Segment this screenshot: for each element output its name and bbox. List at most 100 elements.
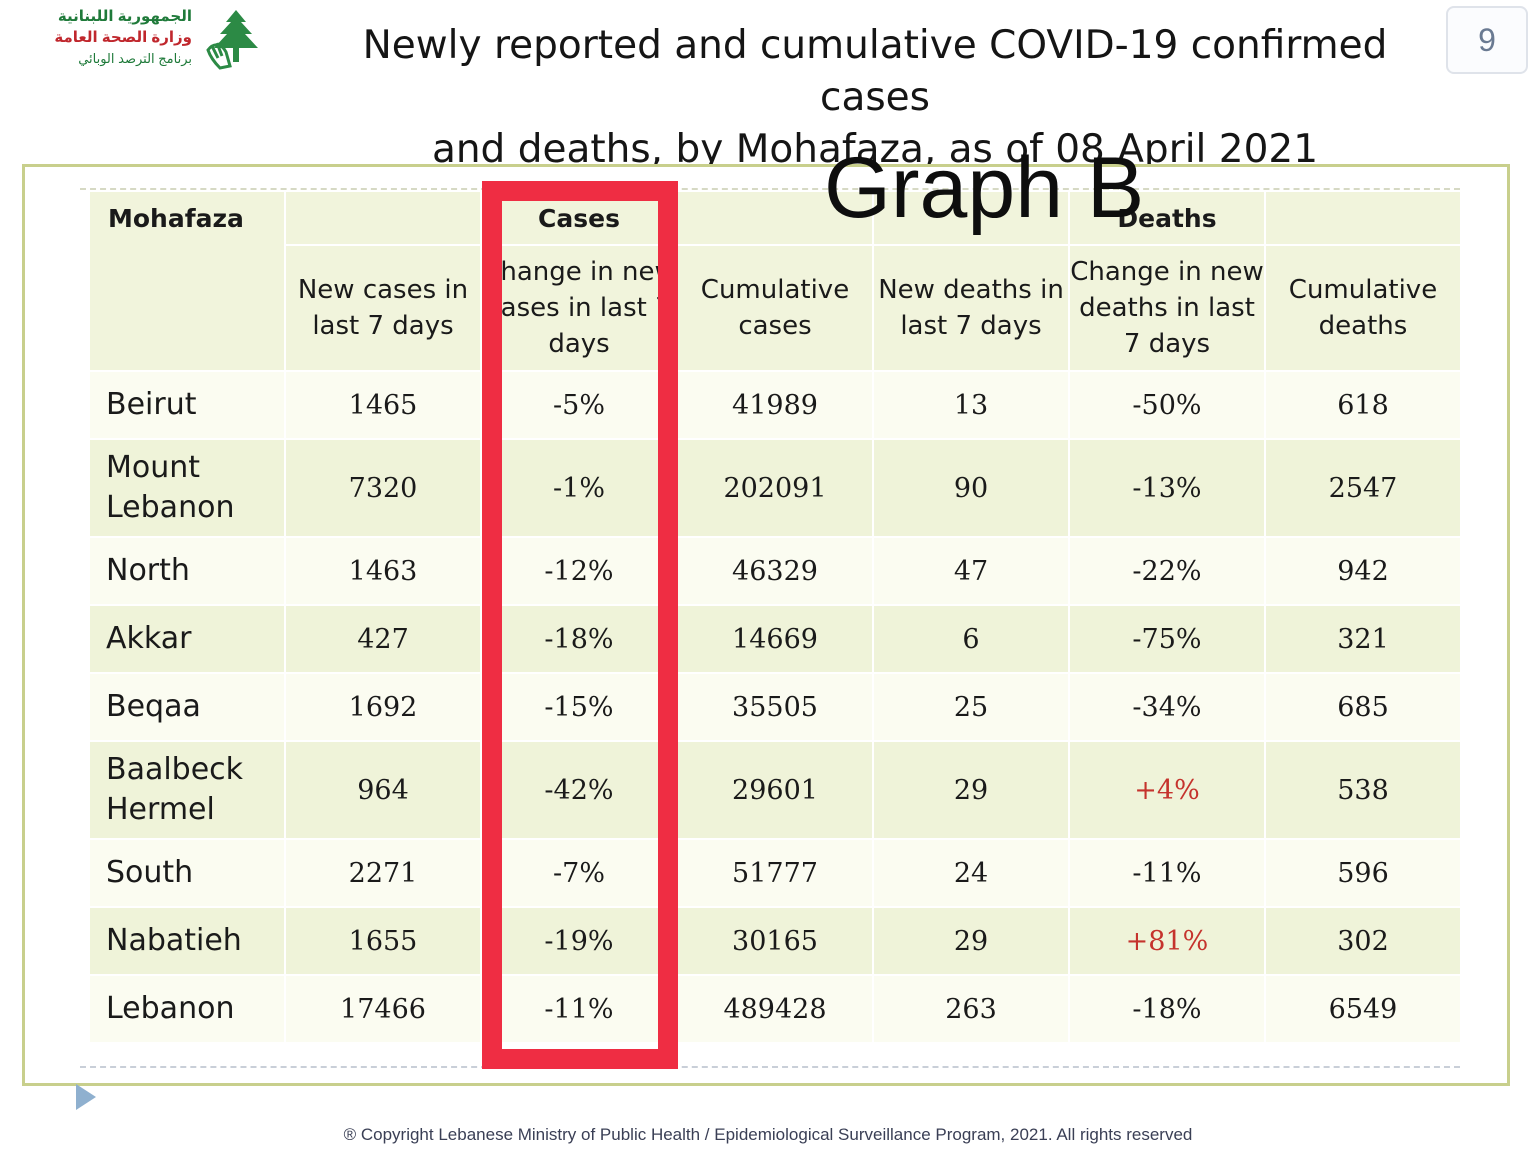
column-header: New deaths in last 7 days	[872, 244, 1070, 372]
mohafaza-name: Baalbeck Hermel	[88, 740, 286, 840]
new-cases-cell: 2271	[284, 838, 482, 908]
column-header: Cumulative cases	[676, 244, 874, 372]
header-cases-spacer	[284, 190, 482, 246]
change-cases-cell: -1%	[480, 438, 678, 538]
graph-label: Graph B	[824, 140, 1145, 236]
cumulative-cases-cell: 202091	[676, 438, 874, 538]
column-header: Change in new cases in last 7 days	[480, 244, 678, 372]
table-row: South 2271 -7% 51777 24 -11% 596	[88, 838, 1462, 908]
bottom-divider	[80, 1066, 1460, 1068]
change-deaths-cell: -13%	[1068, 438, 1266, 538]
new-deaths-cell: 24	[872, 838, 1070, 908]
mohafaza-name: Lebanon	[88, 974, 286, 1044]
new-cases-cell: 427	[284, 604, 482, 674]
cumulative-cases-cell: 30165	[676, 906, 874, 976]
play-triangle-icon[interactable]	[76, 1084, 96, 1110]
new-cases-cell: 1463	[284, 536, 482, 606]
new-deaths-cell: 13	[872, 370, 1070, 440]
change-cases-cell: -5%	[480, 370, 678, 440]
page-number-badge: 9	[1446, 6, 1528, 74]
cumulative-deaths-cell: 6549	[1264, 974, 1462, 1044]
header-deaths-spacer-2	[1264, 190, 1462, 246]
logo-text: الجمهورية اللبنانية وزارة الصحة العامة ب…	[24, 6, 192, 69]
table-row: North 1463 -12% 46329 47 -22% 942	[88, 536, 1462, 606]
copyright-footer: ® Copyright Lebanese Ministry of Public …	[343, 1125, 1193, 1144]
cumulative-cases-cell: 51777	[676, 838, 874, 908]
logo-line-ministry: وزارة الصحة العامة	[54, 29, 192, 46]
cumulative-deaths-cell: 942	[1264, 536, 1462, 606]
change-cases-cell: -19%	[480, 906, 678, 976]
column-header-row: New cases in last 7 days Change in new c…	[89, 244, 1462, 372]
change-deaths-cell: -11%	[1068, 838, 1266, 908]
change-deaths-cell: +81%	[1068, 906, 1266, 976]
header-deaths-spacer	[872, 190, 1070, 246]
column-header: Cumulative deaths	[1264, 244, 1462, 372]
change-cases-cell: -42%	[480, 740, 678, 840]
change-deaths-cell: -50%	[1068, 370, 1266, 440]
new-deaths-cell: 6	[872, 604, 1070, 674]
new-cases-cell: 1692	[284, 672, 482, 742]
new-cases-cell: 17466	[284, 974, 482, 1044]
new-deaths-cell: 25	[872, 672, 1070, 742]
table-row: Baalbeck Hermel 964 -42% 29601 29 +4% 53…	[88, 740, 1462, 840]
change-cases-cell: -11%	[480, 974, 678, 1044]
table-row: Mount Lebanon 7320 -1% 202091 90 -13% 25…	[88, 438, 1462, 538]
cumulative-cases-cell: 489428	[676, 974, 874, 1044]
mohafaza-name: North	[88, 536, 286, 606]
cumulative-cases-cell: 46329	[676, 536, 874, 606]
new-deaths-cell: 29	[872, 740, 1070, 840]
logo-line-republic: الجمهورية اللبنانية	[57, 8, 192, 25]
new-deaths-cell: 29	[872, 906, 1070, 976]
cumulative-deaths-cell: 2547	[1264, 438, 1462, 538]
cumulative-deaths-cell: 321	[1264, 604, 1462, 674]
ministry-logo: الجمهورية اللبنانية وزارة الصحة العامة ب…	[18, 6, 268, 76]
cumulative-cases-cell: 14669	[676, 604, 874, 674]
new-deaths-cell: 90	[872, 438, 1070, 538]
title-line-1: Newly reported and cumulative COVID-19 c…	[362, 23, 1388, 120]
change-cases-cell: -7%	[480, 838, 678, 908]
logo-line-program: برنامج الترصد الوبائي	[78, 51, 192, 66]
column-header: Change in new deaths in last 7 days	[1068, 244, 1266, 372]
change-deaths-cell: +4%	[1068, 740, 1266, 840]
table-row-total: Lebanon 17466 -11% 489428 263 -18% 6549	[88, 974, 1462, 1044]
mohafaza-name: Nabatieh	[88, 906, 286, 976]
header-deaths: Deaths	[1068, 190, 1266, 246]
change-deaths-cell: -22%	[1068, 536, 1266, 606]
table-row: Beirut 1465 -5% 41989 13 -50% 618	[88, 370, 1462, 440]
covid-mohafaza-table: Mohafaza Cases Deaths New cases in last …	[88, 190, 1462, 1044]
cedar-hand-emblem-icon	[206, 10, 258, 70]
new-cases-cell: 964	[284, 740, 482, 840]
mohafaza-name: South	[88, 838, 286, 908]
change-cases-cell: -18%	[480, 604, 678, 674]
column-header: New cases in last 7 days	[284, 244, 482, 372]
cumulative-cases-cell: 41989	[676, 370, 874, 440]
new-deaths-cell: 263	[872, 974, 1070, 1044]
new-cases-cell: 7320	[284, 438, 482, 538]
header-mohafaza: Mohafaza	[88, 190, 286, 372]
cumulative-deaths-cell: 596	[1264, 838, 1462, 908]
group-header-row: Mohafaza Cases Deaths	[88, 190, 1462, 372]
change-deaths-cell: -34%	[1068, 672, 1266, 742]
table-row: Beqaa 1692 -15% 35505 25 -34% 685	[88, 672, 1462, 742]
new-deaths-cell: 47	[872, 536, 1070, 606]
red-highlight-box	[482, 181, 678, 1069]
table-row: Nabatieh 1655 -19% 30165 29 +81% 302	[88, 906, 1462, 976]
new-cases-cell: 1465	[284, 370, 482, 440]
cumulative-deaths-cell: 302	[1264, 906, 1462, 976]
cumulative-deaths-cell: 538	[1264, 740, 1462, 840]
cumulative-deaths-cell: 685	[1264, 672, 1462, 742]
cumulative-cases-cell: 35505	[676, 672, 874, 742]
change-deaths-cell: -18%	[1068, 974, 1266, 1044]
change-cases-cell: -15%	[480, 672, 678, 742]
table-row: Akkar 427 -18% 14669 6 -75% 321	[88, 604, 1462, 674]
mohafaza-name: Mount Lebanon	[88, 438, 286, 538]
header-cases-spacer-2	[676, 190, 874, 246]
change-cases-cell: -12%	[480, 536, 678, 606]
cumulative-deaths-cell: 618	[1264, 370, 1462, 440]
top-divider	[80, 188, 1460, 190]
mohafaza-name: Akkar	[88, 604, 286, 674]
change-deaths-cell: -75%	[1068, 604, 1266, 674]
mohafaza-name: Beqaa	[88, 672, 286, 742]
mohafaza-name: Beirut	[88, 370, 286, 440]
cumulative-cases-cell: 29601	[676, 740, 874, 840]
